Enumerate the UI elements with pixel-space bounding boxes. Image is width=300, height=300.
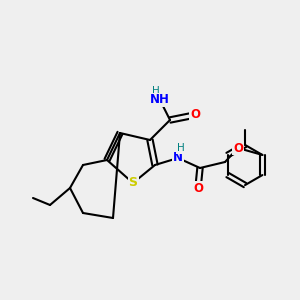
Text: NH: NH	[150, 94, 170, 106]
Text: O: O	[233, 142, 243, 154]
Text: H: H	[152, 86, 159, 96]
Text: H: H	[176, 143, 184, 153]
Text: S: S	[128, 176, 137, 190]
Text: O: O	[193, 182, 203, 194]
Text: O: O	[190, 109, 200, 122]
Text: N: N	[173, 152, 183, 164]
